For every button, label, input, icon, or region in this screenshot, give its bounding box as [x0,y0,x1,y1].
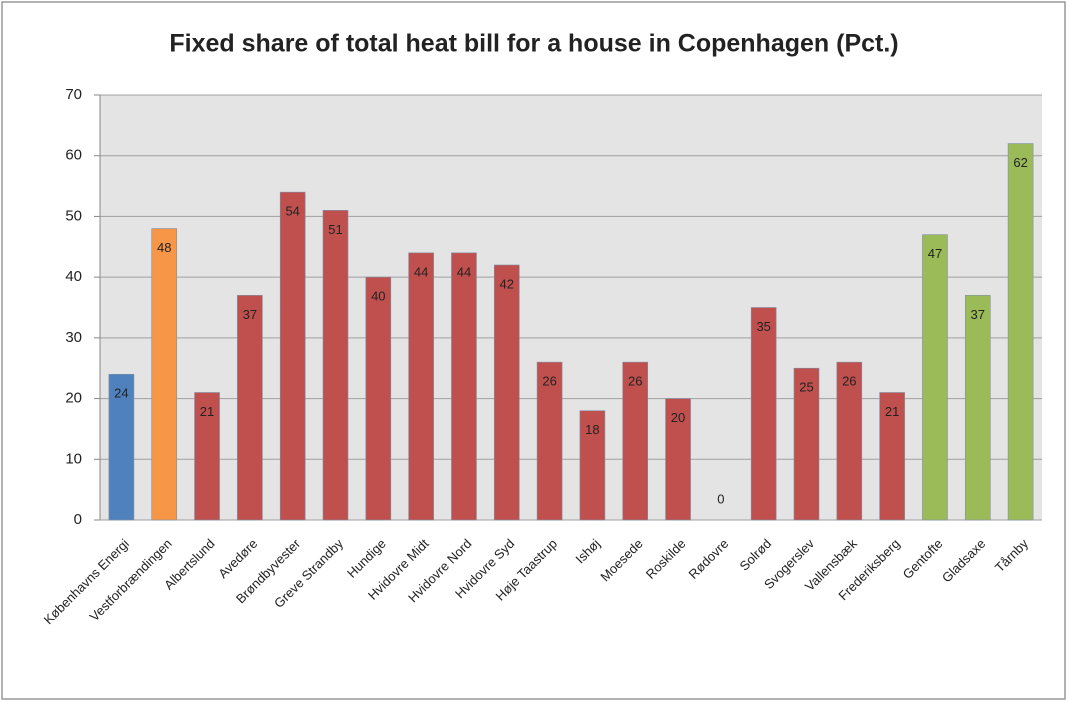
data-label: 37 [971,307,985,322]
data-label: 21 [200,404,214,419]
bar [536,361,563,521]
data-label: 26 [542,374,556,389]
bar [493,264,520,521]
data-label: 26 [842,374,856,389]
y-tick-label: 60 [65,147,82,164]
data-label: 44 [414,264,428,279]
data-label: 51 [328,222,342,237]
y-tick-label: 20 [65,390,82,407]
y-tick-label: 40 [65,268,82,285]
data-label: 44 [457,264,471,279]
bar [322,210,349,521]
bar [622,361,649,521]
data-label: 37 [243,307,257,322]
data-label: 42 [500,276,514,291]
bar [237,295,263,521]
y-tick-label: 0 [74,511,82,528]
bar [279,191,306,521]
bar [665,398,691,521]
y-tick-label: 30 [65,329,82,346]
chart-title: Fixed share of total heat bill for a hou… [169,30,898,58]
bar [151,228,178,521]
data-label: 25 [799,380,813,395]
bar [793,367,820,521]
bar [964,295,991,521]
y-tick-label: 50 [65,207,82,224]
y-tick-label: 10 [65,450,82,467]
bar [194,392,220,521]
bar [365,276,392,521]
bar [836,361,863,521]
data-label: 47 [928,246,942,261]
data-label: 18 [585,422,599,437]
data-label: 20 [671,410,685,425]
bar [922,234,948,521]
data-label: 48 [157,240,171,255]
data-label: 35 [756,319,770,334]
y-tick-label: 70 [65,86,82,103]
data-label: 40 [371,289,385,304]
data-label: 54 [285,204,299,219]
bar [879,392,905,521]
data-label: 62 [1013,155,1027,170]
bar [408,252,434,521]
bar [451,252,477,521]
data-label: 24 [114,386,128,401]
bar [750,307,777,521]
bar [1007,143,1034,521]
data-label: 21 [885,404,899,419]
data-label: 26 [628,374,642,389]
bar [108,373,135,521]
data-label: 0 [717,491,724,506]
bar [579,410,606,521]
